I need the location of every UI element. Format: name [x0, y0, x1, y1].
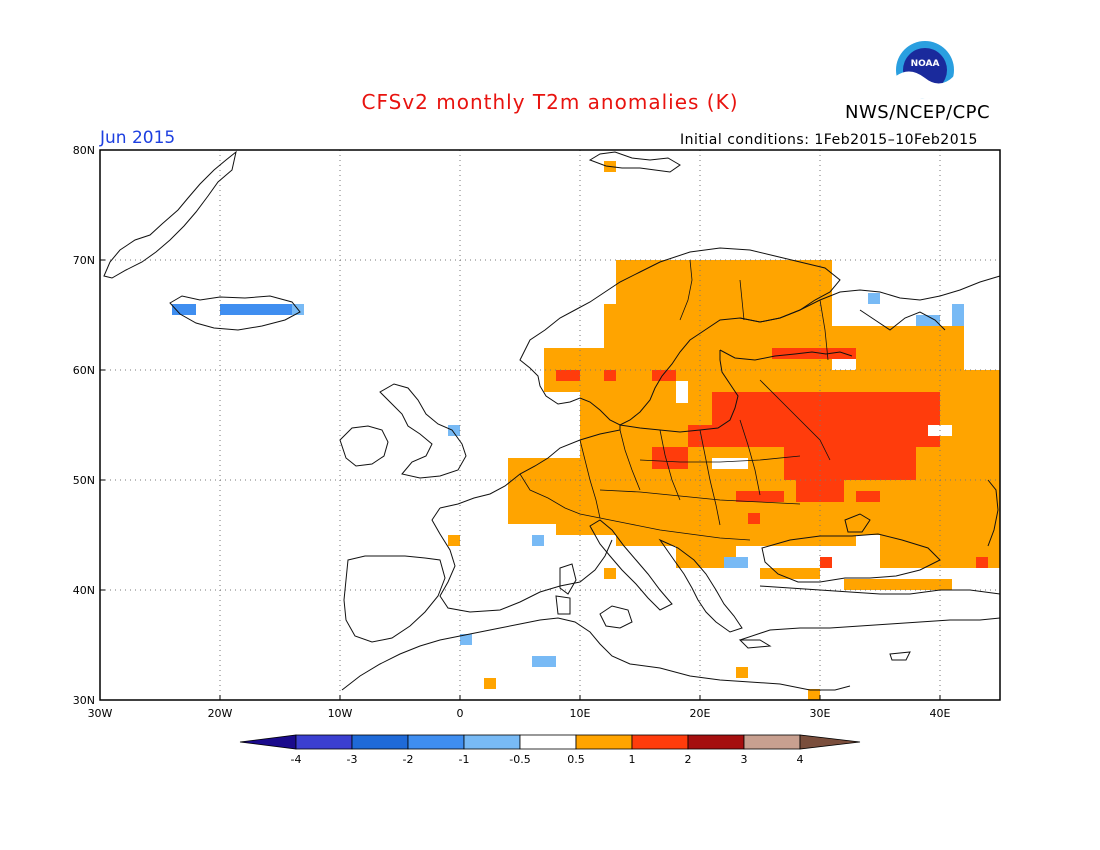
colorbar-label: 0.5: [567, 753, 585, 766]
agency-label: NWS/NCEP/CPC: [845, 102, 991, 123]
colorbar-label: -3: [347, 753, 358, 766]
anomaly-cell: [220, 304, 292, 315]
lat-tick-label: 60N: [73, 364, 95, 377]
colorbar-label: -1: [459, 753, 470, 766]
anomaly-cell: [676, 546, 736, 568]
anomaly-cell: [448, 535, 460, 546]
anomaly-cell: [940, 359, 964, 370]
latitude-ticks: 80N 70N 60N 50N 40N 30N: [73, 144, 105, 707]
noaa-logo: NOAA: [896, 41, 954, 100]
anomaly-cell: [904, 579, 952, 590]
anomaly-cell: [580, 392, 676, 414]
colorbar-segment: [351, 734, 409, 750]
anomaly-cell: [484, 678, 496, 689]
colorbar-label: 3: [741, 753, 748, 766]
anomaly-cell: [460, 634, 472, 645]
lat-tick-label: 70N: [73, 254, 95, 267]
colorbar-segment: [295, 734, 353, 750]
lon-tick-label: 10E: [570, 707, 591, 720]
country-borders: [519, 259, 831, 541]
lon-tick-label: 20E: [690, 707, 711, 720]
colorbar: -4 -3 -2 -1 -0.5 0.5 1 2 3 4: [239, 734, 861, 766]
graticule: [100, 150, 1000, 700]
anomaly-cell: [736, 491, 784, 502]
lat-tick-label: 40N: [73, 584, 95, 597]
colorbar-segment: [519, 734, 577, 750]
colorbar-segment: [407, 734, 465, 750]
anomaly-cell: [532, 656, 556, 667]
anomaly-cell: [616, 524, 856, 546]
anomaly-cell: [604, 370, 616, 381]
anomaly-cell: [448, 425, 460, 436]
longitude-ticks: 30W 20W 10W 0 10E 20E 30E 40E: [88, 695, 951, 720]
anomaly-cell: [640, 315, 700, 337]
lon-tick-label: 40E: [930, 707, 951, 720]
forecast-month: Jun 2015: [100, 128, 176, 148]
logo-lettering: NOAA: [911, 59, 940, 69]
colorbar-arrow-low: [239, 734, 297, 750]
colorbar-label: -2: [403, 753, 414, 766]
anomaly-cell: [832, 359, 856, 370]
anomaly-cell: [772, 348, 856, 359]
colorbar-segment: [687, 734, 745, 750]
anomaly-cell: [712, 458, 748, 469]
colorbar-segment: [631, 734, 689, 750]
lon-tick-label: 30E: [810, 707, 831, 720]
anomaly-cell: [676, 381, 688, 403]
coastlines: [103, 150, 1001, 691]
anomaly-cell: [652, 370, 676, 381]
colorbar-label: 2: [685, 753, 692, 766]
colorbar-label: -0.5: [509, 753, 530, 766]
anomaly-cell: [808, 689, 820, 700]
lon-tick-label: 20W: [208, 707, 233, 720]
map-title: CFSv2 monthly T2m anomalies (K): [361, 90, 739, 114]
lon-tick-label: 0: [457, 707, 464, 720]
anomaly-cell: [964, 381, 1000, 403]
anomaly-cell: [952, 304, 964, 326]
colorbar-segment: [743, 734, 801, 750]
colorbar-segment: [463, 734, 521, 750]
anomaly-cell: [172, 304, 196, 315]
anomaly-cell: [556, 370, 580, 381]
colorbar-label: 1: [629, 753, 636, 766]
colorbar-arrow-high: [799, 734, 861, 750]
anomaly-cell: [736, 667, 748, 678]
anomaly-cell: [508, 458, 628, 524]
anomaly-cell: [748, 513, 760, 524]
lat-tick-label: 80N: [73, 144, 95, 157]
anomaly-cell: [652, 447, 688, 469]
lat-tick-label: 50N: [73, 474, 95, 487]
map-area: [99, 149, 1001, 701]
anomaly-cell: [604, 568, 616, 579]
anomaly-cell: [688, 425, 760, 447]
lat-tick-label: 30N: [73, 694, 95, 707]
anomaly-cell: [820, 557, 832, 568]
anomaly-shading: [172, 161, 1000, 700]
anomaly-cell: [976, 557, 988, 568]
anomaly-cell: [844, 579, 904, 590]
anomaly-cell: [724, 557, 748, 568]
lon-tick-label: 30W: [88, 707, 113, 720]
initial-conditions: Initial conditions: 1Feb2015–10Feb2015: [680, 132, 978, 148]
anomaly-cell: [784, 447, 916, 480]
anomaly-cell: [868, 293, 880, 304]
colorbar-label: -4: [291, 753, 302, 766]
anomaly-cell: [760, 568, 820, 579]
anomaly-cell: [916, 315, 940, 326]
colorbar-segment: [575, 734, 633, 750]
colorbar-label: 4: [797, 753, 804, 766]
lon-tick-label: 10W: [328, 707, 353, 720]
anomaly-cell: [856, 491, 880, 502]
anomaly-cell: [532, 535, 544, 546]
map-frame: [99, 149, 1001, 701]
